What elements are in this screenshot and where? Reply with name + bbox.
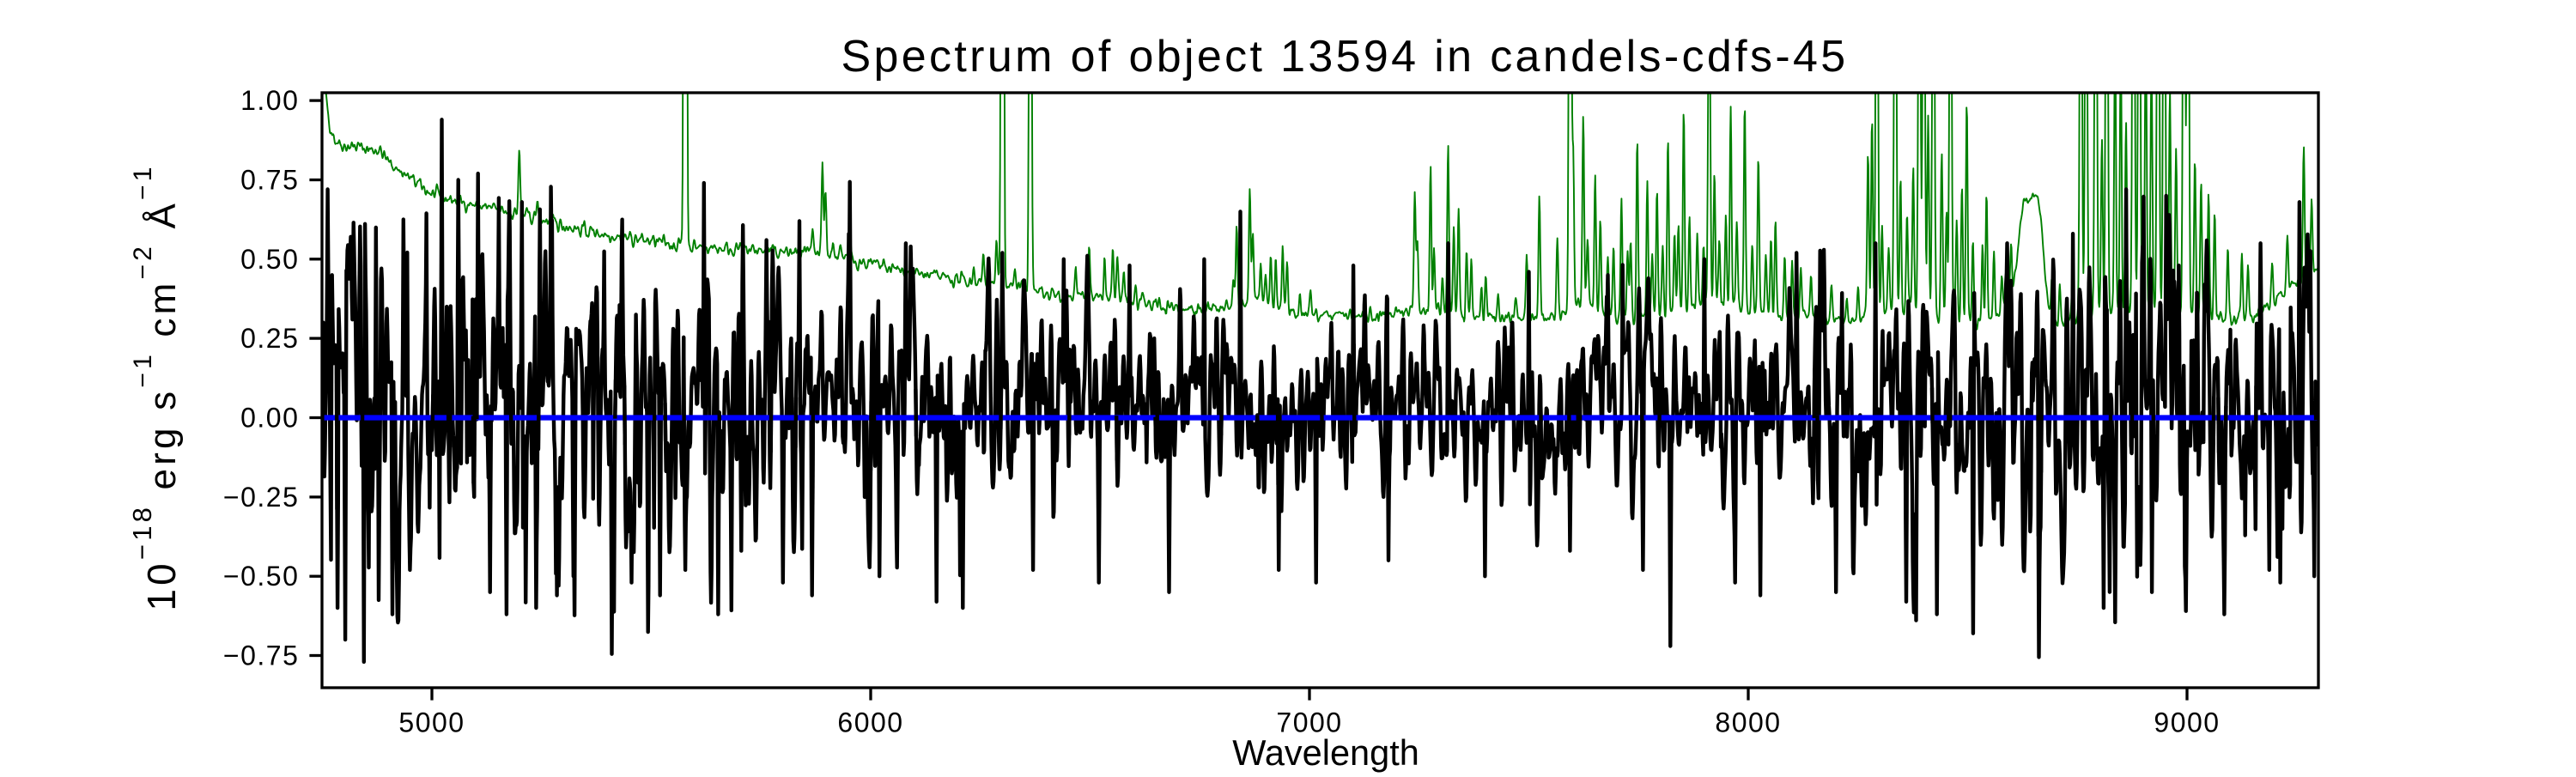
svg-text:0.00: 0.00: [240, 403, 299, 434]
svg-text:Spectrum of object 13594 in ca: Spectrum of object 13594 in candels-cdfs…: [841, 32, 1848, 82]
svg-text:6000: 6000: [837, 707, 903, 738]
svg-text:5000: 5000: [398, 707, 465, 738]
svg-text:0.75: 0.75: [240, 165, 299, 196]
svg-text:−0.50: −0.50: [223, 561, 299, 592]
svg-text:9000: 9000: [2154, 707, 2220, 738]
svg-text:0.50: 0.50: [240, 244, 299, 275]
svg-text:1.00: 1.00: [240, 85, 299, 116]
svg-text:−0.75: −0.75: [223, 640, 299, 671]
svg-text:0.25: 0.25: [240, 323, 299, 354]
svg-text:7000: 7000: [1276, 707, 1342, 738]
svg-text:−0.25: −0.25: [223, 482, 299, 513]
svg-text:Wavelength: Wavelength: [1232, 732, 1419, 773]
svg-text:8000: 8000: [1715, 707, 1781, 738]
